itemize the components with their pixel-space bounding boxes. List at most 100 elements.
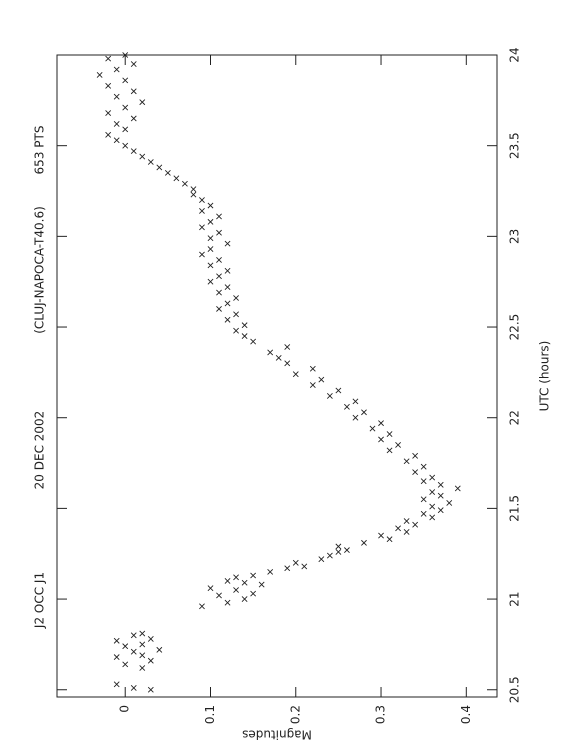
data-point bbox=[139, 665, 146, 671]
data-point bbox=[216, 273, 222, 280]
data-point bbox=[207, 585, 214, 592]
data-point bbox=[258, 581, 265, 588]
data-point bbox=[429, 489, 436, 495]
data-point bbox=[147, 657, 154, 664]
data-point bbox=[344, 403, 350, 410]
data-point bbox=[335, 548, 342, 555]
data-point bbox=[309, 365, 316, 372]
data-point bbox=[224, 316, 231, 323]
plot-frame bbox=[56, 54, 498, 698]
chart-title: J2 OCC J1 bbox=[33, 572, 47, 629]
x-tick-label: 21 bbox=[508, 591, 522, 606]
data-point bbox=[207, 262, 214, 269]
x-axis-label: UTC (hours) bbox=[538, 341, 552, 412]
data-point bbox=[156, 646, 163, 653]
data-point bbox=[326, 393, 333, 399]
data-point bbox=[130, 685, 137, 691]
data-point bbox=[250, 572, 257, 579]
y-tick-label: 0 bbox=[118, 705, 132, 713]
data-point bbox=[412, 469, 419, 476]
data-point bbox=[420, 463, 427, 470]
x-tick-label: 22 bbox=[508, 410, 522, 425]
data-point bbox=[147, 159, 154, 165]
data-point bbox=[267, 568, 274, 575]
data-point bbox=[147, 686, 154, 693]
data-point bbox=[224, 300, 231, 307]
data-point bbox=[267, 349, 274, 356]
data-point bbox=[224, 267, 231, 274]
data-point bbox=[241, 579, 248, 586]
data-point bbox=[395, 525, 402, 532]
data-point bbox=[216, 229, 222, 236]
data-point bbox=[250, 338, 257, 345]
data-point bbox=[369, 425, 376, 432]
data-point bbox=[113, 654, 120, 661]
data-point bbox=[139, 641, 146, 648]
data-point bbox=[122, 126, 129, 133]
data-point bbox=[233, 295, 239, 301]
data-point bbox=[130, 61, 137, 67]
chart-subtitle: 20 DEC 2002 bbox=[33, 411, 47, 490]
x-tick-label: 24 bbox=[508, 47, 522, 62]
data-point bbox=[207, 218, 214, 225]
data-point bbox=[156, 164, 163, 171]
data-point bbox=[437, 481, 444, 488]
data-point bbox=[113, 137, 120, 144]
data-point bbox=[241, 333, 248, 340]
data-point bbox=[361, 409, 367, 416]
data-point bbox=[403, 529, 410, 535]
data-point bbox=[105, 131, 112, 138]
data-point bbox=[233, 311, 239, 318]
data-point bbox=[105, 55, 112, 62]
data-point bbox=[113, 120, 120, 127]
annotation: (CLUJ-NAPOCA-T40.6) bbox=[33, 206, 47, 334]
data-point bbox=[224, 578, 231, 584]
data-point bbox=[96, 72, 103, 78]
data-point bbox=[224, 599, 231, 606]
data-point bbox=[241, 322, 248, 329]
data-point bbox=[250, 590, 257, 597]
data-point bbox=[352, 398, 359, 405]
data-point bbox=[284, 565, 291, 572]
data-point bbox=[199, 197, 205, 204]
data-point bbox=[437, 492, 444, 499]
data-point bbox=[386, 431, 393, 437]
data-point bbox=[147, 636, 154, 642]
data-point bbox=[335, 387, 342, 394]
data-point bbox=[139, 153, 146, 160]
data-point bbox=[361, 539, 367, 546]
x-tick-label: 20.5 bbox=[508, 676, 522, 703]
data-point bbox=[190, 186, 197, 193]
data-point bbox=[386, 447, 393, 454]
data-point bbox=[454, 485, 461, 492]
data-point bbox=[139, 630, 146, 637]
data-point bbox=[241, 596, 248, 602]
data-point bbox=[326, 552, 333, 559]
data-point bbox=[122, 104, 129, 111]
data-point bbox=[122, 661, 129, 668]
data-point bbox=[216, 592, 222, 599]
data-point bbox=[216, 305, 222, 312]
data-point bbox=[122, 142, 129, 149]
data-point bbox=[233, 587, 239, 593]
x-tick-label: 21.5 bbox=[508, 495, 522, 522]
data-point bbox=[207, 202, 214, 209]
data-point bbox=[122, 643, 129, 650]
data-point bbox=[139, 652, 146, 659]
data-point bbox=[309, 382, 316, 388]
data-point bbox=[113, 66, 120, 73]
data-point bbox=[113, 93, 120, 100]
data-point bbox=[130, 148, 137, 155]
data-point bbox=[139, 99, 146, 106]
data-point bbox=[173, 175, 180, 182]
data-point bbox=[318, 556, 325, 563]
data-point bbox=[429, 514, 436, 521]
data-point bbox=[318, 376, 325, 383]
data-point bbox=[378, 532, 384, 539]
data-point bbox=[301, 563, 308, 570]
data-point bbox=[207, 246, 214, 252]
data-point bbox=[378, 420, 384, 427]
y-tick-label: 0.4 bbox=[459, 705, 473, 724]
rotated-plot: 20.5 21 21.5 22 22.5 23 23.5 24 0 0.1 0.2 0.3 0.4 J2 … bbox=[33, 47, 552, 741]
